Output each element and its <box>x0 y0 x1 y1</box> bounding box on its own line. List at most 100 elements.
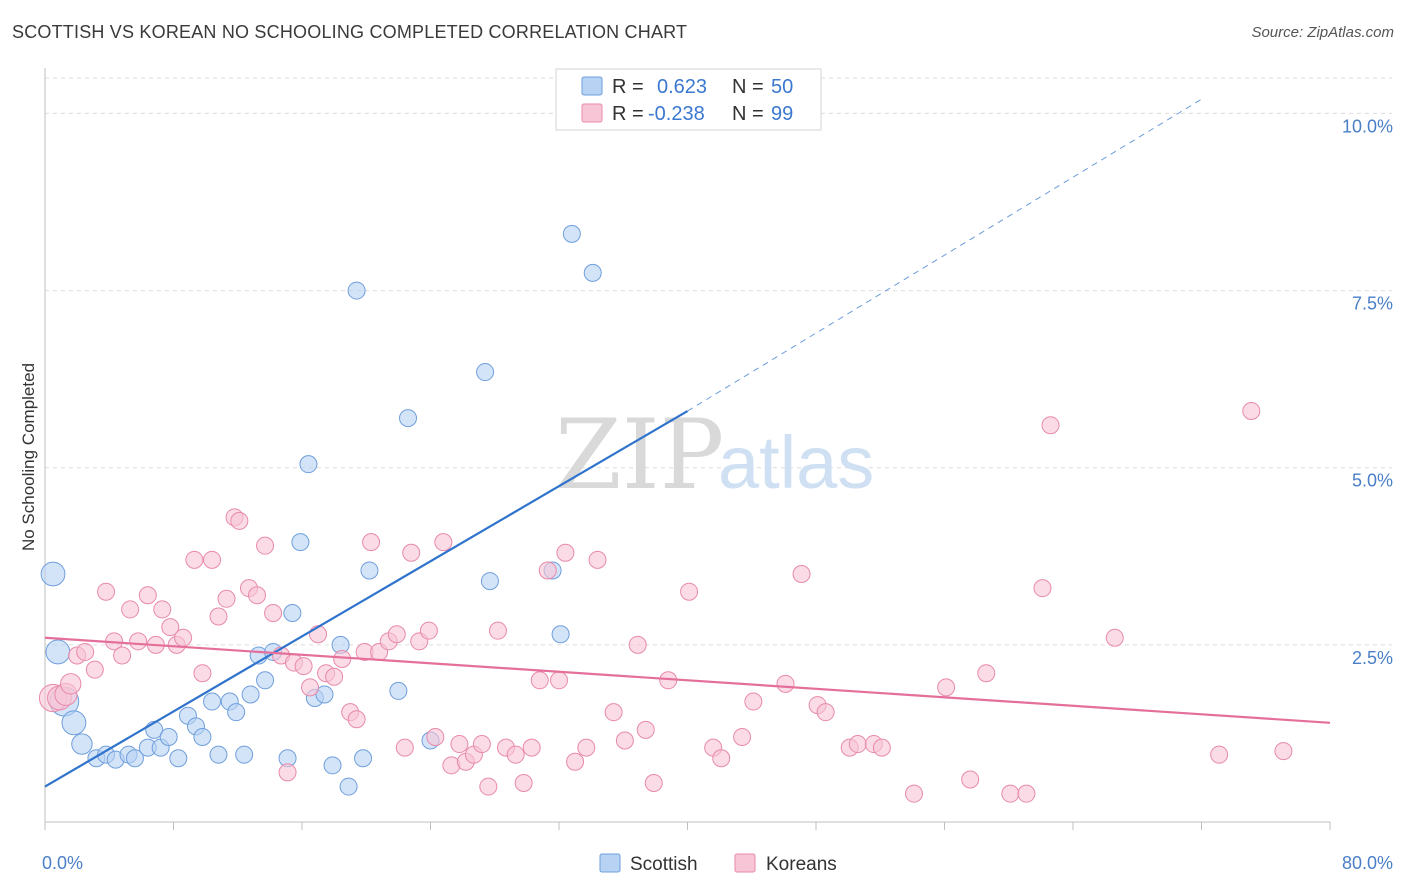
point-koreans-24 <box>230 511 249 530</box>
legend-r-value-scottish: 0.623 <box>657 76 707 98</box>
point-koreans-78 <box>733 727 752 746</box>
legend-n-label-scottish: N = <box>732 76 764 98</box>
point-koreans-63 <box>538 561 557 580</box>
point-koreans-98 <box>1242 402 1261 421</box>
point-koreans-27 <box>256 536 275 555</box>
point-scottish-13 <box>159 727 178 746</box>
point-koreans-48 <box>419 621 438 640</box>
point-scottish-14 <box>169 749 188 768</box>
x-tick-label-1: 80.0% <box>1342 853 1393 873</box>
point-koreans-66 <box>566 752 585 771</box>
point-koreans-73 <box>644 774 663 793</box>
point-koreans-21 <box>209 607 228 626</box>
chart-title: SCOTTISH VS KOREAN NO SCHOOLING COMPLETE… <box>12 22 688 42</box>
source-label: Source: ZipAtlas.com <box>1251 24 1394 41</box>
legend-swatch-scottish <box>581 76 603 96</box>
point-koreans-20 <box>203 550 222 569</box>
point-koreans-12 <box>138 586 157 605</box>
point-koreans-5 <box>76 642 95 661</box>
point-koreans-41 <box>362 533 381 552</box>
point-koreans-60 <box>514 774 533 793</box>
point-scottish-47 <box>583 263 602 282</box>
bottom-legend-label-koreans: Koreans <box>766 854 837 875</box>
point-koreans-10 <box>121 600 140 619</box>
point-koreans-6 <box>85 660 104 679</box>
point-koreans-72 <box>636 720 655 739</box>
point-koreans-79 <box>744 692 763 711</box>
point-koreans-57 <box>488 621 507 640</box>
point-koreans-95 <box>1041 416 1060 435</box>
watermark: ZIP atlas <box>555 399 874 511</box>
point-scottish-19 <box>209 745 228 764</box>
point-koreans-75 <box>680 582 699 601</box>
point-koreans-32 <box>294 657 313 676</box>
point-koreans-67 <box>577 738 596 757</box>
point-koreans-19 <box>193 664 212 683</box>
point-scottish-9 <box>125 749 144 768</box>
legend-r-value-koreans: -0.238 <box>648 103 705 125</box>
point-scottish-4 <box>71 733 93 755</box>
point-koreans-81 <box>792 565 811 583</box>
point-koreans-97 <box>1210 745 1229 764</box>
points-layer <box>38 224 1293 803</box>
point-koreans-64 <box>550 671 568 690</box>
point-scottish-3 <box>61 710 87 736</box>
legend-n-label-koreans: N = <box>732 103 764 125</box>
watermark-atlas: atlas <box>718 421 874 504</box>
y-tick-label-0: 2.5% <box>1352 648 1393 668</box>
y-axis-label: No Schooling Completed <box>19 363 38 551</box>
point-scottish-39 <box>389 681 408 700</box>
point-scottish-40 <box>399 409 418 428</box>
trendline-scottish <box>44 410 689 788</box>
point-koreans-62 <box>530 671 549 690</box>
bottom-legend-label-scottish: Scottish <box>630 854 698 875</box>
point-koreans-17 <box>174 628 193 647</box>
point-koreans-46 <box>402 543 421 562</box>
bottom-legend-swatch-scottish <box>599 853 621 873</box>
point-koreans-3 <box>59 673 82 695</box>
point-scottish-33 <box>323 756 342 775</box>
point-koreans-39 <box>347 710 366 729</box>
point-koreans-15 <box>161 618 180 637</box>
point-scottish-35 <box>339 777 358 796</box>
point-koreans-45 <box>395 738 414 757</box>
point-koreans-50 <box>434 533 453 552</box>
point-koreans-56 <box>479 777 498 796</box>
legend-n-value-scottish: 50 <box>771 76 793 98</box>
point-koreans-69 <box>604 703 623 722</box>
point-koreans-14 <box>153 600 172 619</box>
point-koreans-34 <box>309 625 328 644</box>
point-koreans-49 <box>426 727 445 746</box>
x-tick-label-0: 0.0% <box>42 853 83 873</box>
y-tick-label-3: 10.0% <box>1342 116 1393 136</box>
point-scottish-30 <box>299 455 318 474</box>
point-koreans-18 <box>185 550 204 569</box>
point-koreans-87 <box>872 738 891 757</box>
bottom-legend-swatch-koreans <box>734 853 756 873</box>
point-scottish-43 <box>480 572 499 591</box>
point-koreans-96 <box>1105 628 1124 647</box>
point-scottish-25 <box>256 671 275 690</box>
point-scottish-0 <box>40 561 66 587</box>
point-koreans-36 <box>325 667 344 686</box>
point-koreans-30 <box>278 763 297 782</box>
point-scottish-1 <box>45 639 71 665</box>
legend-swatch-koreans <box>581 103 603 123</box>
point-koreans-90 <box>961 770 980 789</box>
point-koreans-85 <box>848 735 867 754</box>
point-koreans-70 <box>615 731 634 750</box>
point-koreans-28 <box>264 603 283 622</box>
trend-layer <box>44 98 1331 788</box>
point-koreans-92 <box>1001 784 1020 803</box>
point-scottish-29 <box>291 533 310 552</box>
point-koreans-55 <box>472 735 491 754</box>
legend: R = 0.623 N = 50 R = -0.238 N = 99 <box>555 68 822 131</box>
point-scottish-45 <box>551 625 570 644</box>
point-scottish-36 <box>347 281 366 300</box>
point-koreans-59 <box>506 745 525 764</box>
watermark-zip: ZIP <box>555 399 724 511</box>
point-koreans-33 <box>301 678 320 697</box>
point-koreans-89 <box>937 678 956 697</box>
point-scottish-46 <box>562 224 581 243</box>
